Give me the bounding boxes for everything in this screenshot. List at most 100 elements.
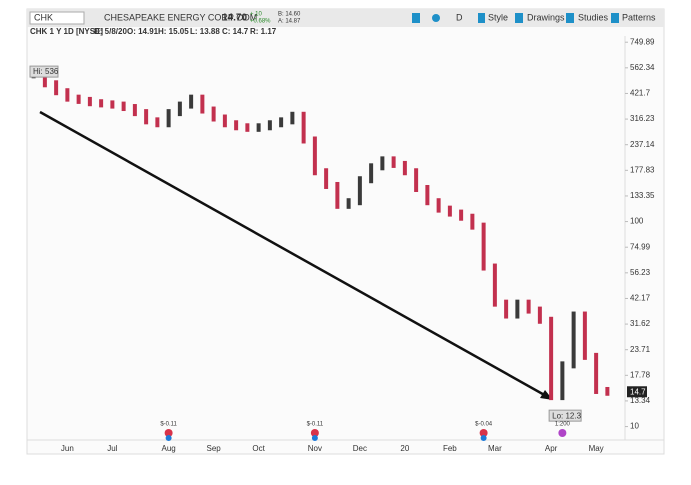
event-icon [558, 429, 567, 437]
price-bar [290, 111, 295, 125]
y-tick-label: 10 [630, 422, 639, 431]
price-bar [222, 114, 227, 128]
price-bar [335, 181, 340, 209]
price-bar [537, 306, 542, 324]
price-bar [301, 111, 306, 144]
price-bar [166, 109, 171, 128]
y-tick-label: 74.99 [630, 242, 651, 251]
price-bar [245, 123, 250, 132]
high-label: Hi: 536 [33, 67, 59, 76]
header-open: O: 14.91 [127, 27, 159, 36]
drawings[interactable]: Drawings [527, 12, 565, 22]
event-icon [479, 429, 488, 437]
price-bar [571, 311, 576, 369]
y-tick-label: 31.62 [630, 319, 651, 328]
company: CHESAPEAKE ENERGY CORP COM [104, 12, 257, 22]
header-range: R: 1.17 [250, 27, 277, 36]
event-label: $-0.11 [307, 422, 324, 428]
y-tick-label: 56.23 [630, 268, 651, 277]
bid: B: 14.60 [278, 12, 301, 18]
price-bar [594, 352, 599, 394]
event-label: $-0.11 [160, 422, 177, 428]
price-bar [560, 361, 565, 401]
y-tick-label: 133.35 [630, 191, 655, 200]
price-bar [369, 163, 374, 184]
price-bar [189, 94, 194, 109]
price-bar [526, 299, 531, 314]
symbol-box[interactable] [29, 11, 85, 25]
style[interactable]: Style [488, 12, 508, 22]
price-bar [470, 213, 475, 230]
y-tick-label: 13.34 [630, 396, 651, 405]
period[interactable]: D [456, 12, 463, 22]
icon[interactable] [478, 13, 485, 23]
y-tick-label: 421.7 [630, 89, 651, 98]
y-tick-label: 42.17 [630, 294, 651, 303]
price-bar [605, 386, 610, 396]
price-bar [87, 96, 92, 107]
header-low: L: 13.88 [190, 27, 220, 36]
price-bar [279, 117, 284, 128]
change: +.10 [250, 12, 263, 18]
price-bar [121, 101, 126, 112]
y-tick-label: 100 [630, 217, 644, 226]
price-bar [65, 88, 70, 102]
last-price-label: 14.7 [630, 387, 646, 396]
x-tick-label: Mar [488, 444, 502, 453]
price-bar [267, 120, 272, 131]
price-bar [110, 100, 115, 109]
event-icon [480, 435, 487, 441]
price-bar [155, 117, 160, 128]
price-bar [492, 263, 497, 307]
icon[interactable] [566, 13, 574, 23]
icon[interactable] [412, 13, 420, 23]
high-box [29, 65, 59, 78]
price-bar [324, 168, 329, 189]
price-bar [42, 71, 47, 88]
price-bar [582, 311, 587, 360]
price-bar [515, 299, 520, 319]
header-date: D: 5/8/20 [94, 27, 127, 36]
window-frame [26, 8, 665, 455]
patterns[interactable]: Patterns [622, 12, 656, 22]
x-tick-label: May [589, 444, 604, 453]
y-tick-label: 177.83 [630, 165, 655, 174]
price-bar [436, 198, 441, 213]
event-icon [310, 429, 319, 437]
y-tick-label: 749.89 [630, 37, 655, 46]
x-tick-label: Dec [353, 444, 367, 453]
x-tick-label: 20 [400, 444, 409, 453]
header: CHK 1 Y 1D [NYSE] D: 5/8/20 O: 14.91 H: … [30, 27, 277, 36]
price-bar [549, 316, 554, 401]
event-label: $-0.04 [475, 422, 493, 428]
icon[interactable] [611, 13, 619, 23]
header-high: H: 15.05 [158, 27, 189, 36]
price-bar [481, 222, 486, 271]
event-icon [311, 435, 318, 441]
trend-arrow [39, 110, 549, 399]
price-bar [459, 209, 464, 221]
icon[interactable] [432, 14, 440, 22]
price-bar [402, 160, 407, 176]
last-price-box [627, 386, 647, 398]
x-tick-label: Nov [308, 444, 322, 453]
x-tick-label: Aug [162, 444, 176, 453]
studies[interactable]: Studies [578, 12, 609, 22]
price-bar [425, 184, 430, 206]
price-bar [76, 94, 81, 104]
toolbar [27, 9, 664, 27]
icon[interactable] [515, 13, 523, 23]
y-tick-label: 562.34 [630, 63, 655, 72]
x-tick-label: Jul [107, 444, 117, 453]
price-bar [391, 156, 396, 168]
x-tick-label: Feb [443, 444, 457, 453]
change-pct: +0.68% [250, 19, 271, 25]
header-close: C: 14.7 [222, 27, 249, 36]
x-tick-label: Apr [545, 444, 558, 453]
price-bar [414, 168, 419, 192]
y-tick-label: 316.23 [630, 114, 655, 123]
x-tick-label: Jun [61, 444, 74, 453]
price-bar [200, 94, 205, 114]
